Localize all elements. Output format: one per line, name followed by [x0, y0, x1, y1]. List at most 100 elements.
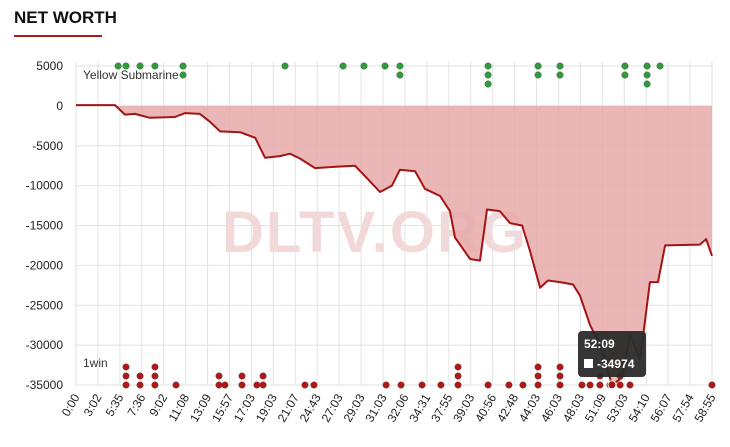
y-tick-label: -30000	[26, 338, 64, 352]
event-dot	[643, 71, 651, 79]
x-tick-label: 13:09	[187, 391, 214, 424]
x-tick-label: 42:48	[494, 391, 521, 424]
y-tick-label: 0	[56, 99, 63, 113]
event-dot	[310, 381, 318, 389]
x-tick-label: 15:57	[209, 391, 236, 424]
event-dot	[454, 372, 462, 380]
event-dot	[382, 381, 390, 389]
event-dot	[136, 62, 144, 70]
y-tick-label: -20000	[26, 258, 64, 272]
tooltip-time: 52:09	[584, 337, 615, 351]
event-dot	[616, 381, 624, 389]
event-dot	[596, 381, 604, 389]
event-dot	[221, 381, 229, 389]
event-team-label: 1win	[83, 356, 108, 370]
x-tick-label: 40:56	[472, 391, 499, 424]
event-dot	[172, 381, 180, 389]
tooltip-point	[607, 380, 617, 390]
event-team-label: Yellow Submarine	[83, 68, 179, 82]
event-dot	[122, 372, 130, 380]
tooltip-box	[578, 331, 646, 377]
event-dot	[136, 381, 144, 389]
event-dot	[484, 62, 492, 70]
x-tick-label: 48:03	[560, 391, 587, 424]
event-dot	[505, 381, 513, 389]
event-dot	[708, 381, 716, 389]
event-dot	[556, 372, 564, 380]
event-dot	[626, 381, 634, 389]
event-dot	[151, 363, 159, 371]
x-tick-label: 46:03	[538, 391, 565, 424]
event-dot	[484, 71, 492, 79]
x-tick-label: 57:54	[670, 391, 697, 424]
event-dot	[556, 363, 564, 371]
event-dot	[519, 381, 527, 389]
event-dot	[397, 381, 405, 389]
event-dot	[484, 381, 492, 389]
tooltip-swatch	[584, 359, 593, 368]
chart-title: NET WORTH	[14, 8, 117, 27]
event-dot	[151, 62, 159, 70]
y-tick-label: -15000	[26, 219, 64, 233]
x-tick-label: 3:02	[81, 391, 105, 419]
event-dot	[259, 372, 267, 380]
x-tick-label: 39:03	[450, 391, 477, 424]
event-dot	[259, 381, 267, 389]
x-tick-label: 53:03	[604, 391, 631, 424]
event-dot	[179, 62, 187, 70]
event-dot	[578, 381, 586, 389]
event-dot	[534, 71, 542, 79]
event-dot	[238, 372, 246, 380]
x-tick-label: 24:43	[297, 391, 324, 424]
event-dot	[586, 381, 594, 389]
y-tick-label: -5000	[32, 139, 63, 153]
event-dot	[339, 62, 347, 70]
event-dot	[534, 62, 542, 70]
event-dot	[396, 71, 404, 79]
event-dot	[454, 363, 462, 371]
x-tick-label: 37:55	[428, 391, 455, 424]
y-tick-label: 5000	[36, 59, 63, 73]
event-dot	[360, 62, 368, 70]
x-tick-label: 29:03	[341, 391, 368, 424]
x-tick-label: 44:03	[516, 391, 543, 424]
x-tick-label: 0:00	[59, 391, 83, 419]
event-dot	[381, 62, 389, 70]
event-dot	[122, 363, 130, 371]
event-dot	[114, 62, 122, 70]
event-dot	[556, 381, 564, 389]
event-dot	[534, 381, 542, 389]
event-dot	[534, 363, 542, 371]
event-dot	[621, 71, 629, 79]
event-dot	[215, 372, 223, 380]
event-dot	[556, 62, 564, 70]
x-tick-label: 56:07	[648, 391, 675, 424]
event-dot	[534, 372, 542, 380]
x-tick-label: 19:03	[253, 391, 280, 424]
event-dot	[301, 381, 309, 389]
x-tick-label: 34:31	[406, 391, 433, 424]
x-tick-label: 17:03	[231, 391, 258, 424]
event-dot	[643, 80, 651, 88]
x-tick-label: 51:09	[582, 391, 609, 424]
event-dot	[454, 381, 462, 389]
event-dot	[656, 62, 664, 70]
y-tick-label: -35000	[26, 378, 64, 392]
event-dot	[122, 381, 130, 389]
event-dot	[621, 62, 629, 70]
event-dot	[238, 381, 246, 389]
x-tick-label: 7:36	[125, 391, 149, 419]
x-tick-label: 58:55	[691, 391, 718, 424]
area-fill	[76, 105, 712, 385]
event-dot	[253, 381, 261, 389]
event-dot	[418, 381, 426, 389]
event-dot	[484, 80, 492, 88]
net-worth-line	[76, 104, 713, 386]
event-dot	[437, 381, 445, 389]
event-dot	[179, 71, 187, 79]
event-dot	[136, 372, 144, 380]
x-tick-label: 54:10	[626, 391, 653, 424]
event-dot	[151, 381, 159, 389]
y-tick-label: -10000	[26, 179, 64, 193]
event-dot	[215, 381, 223, 389]
